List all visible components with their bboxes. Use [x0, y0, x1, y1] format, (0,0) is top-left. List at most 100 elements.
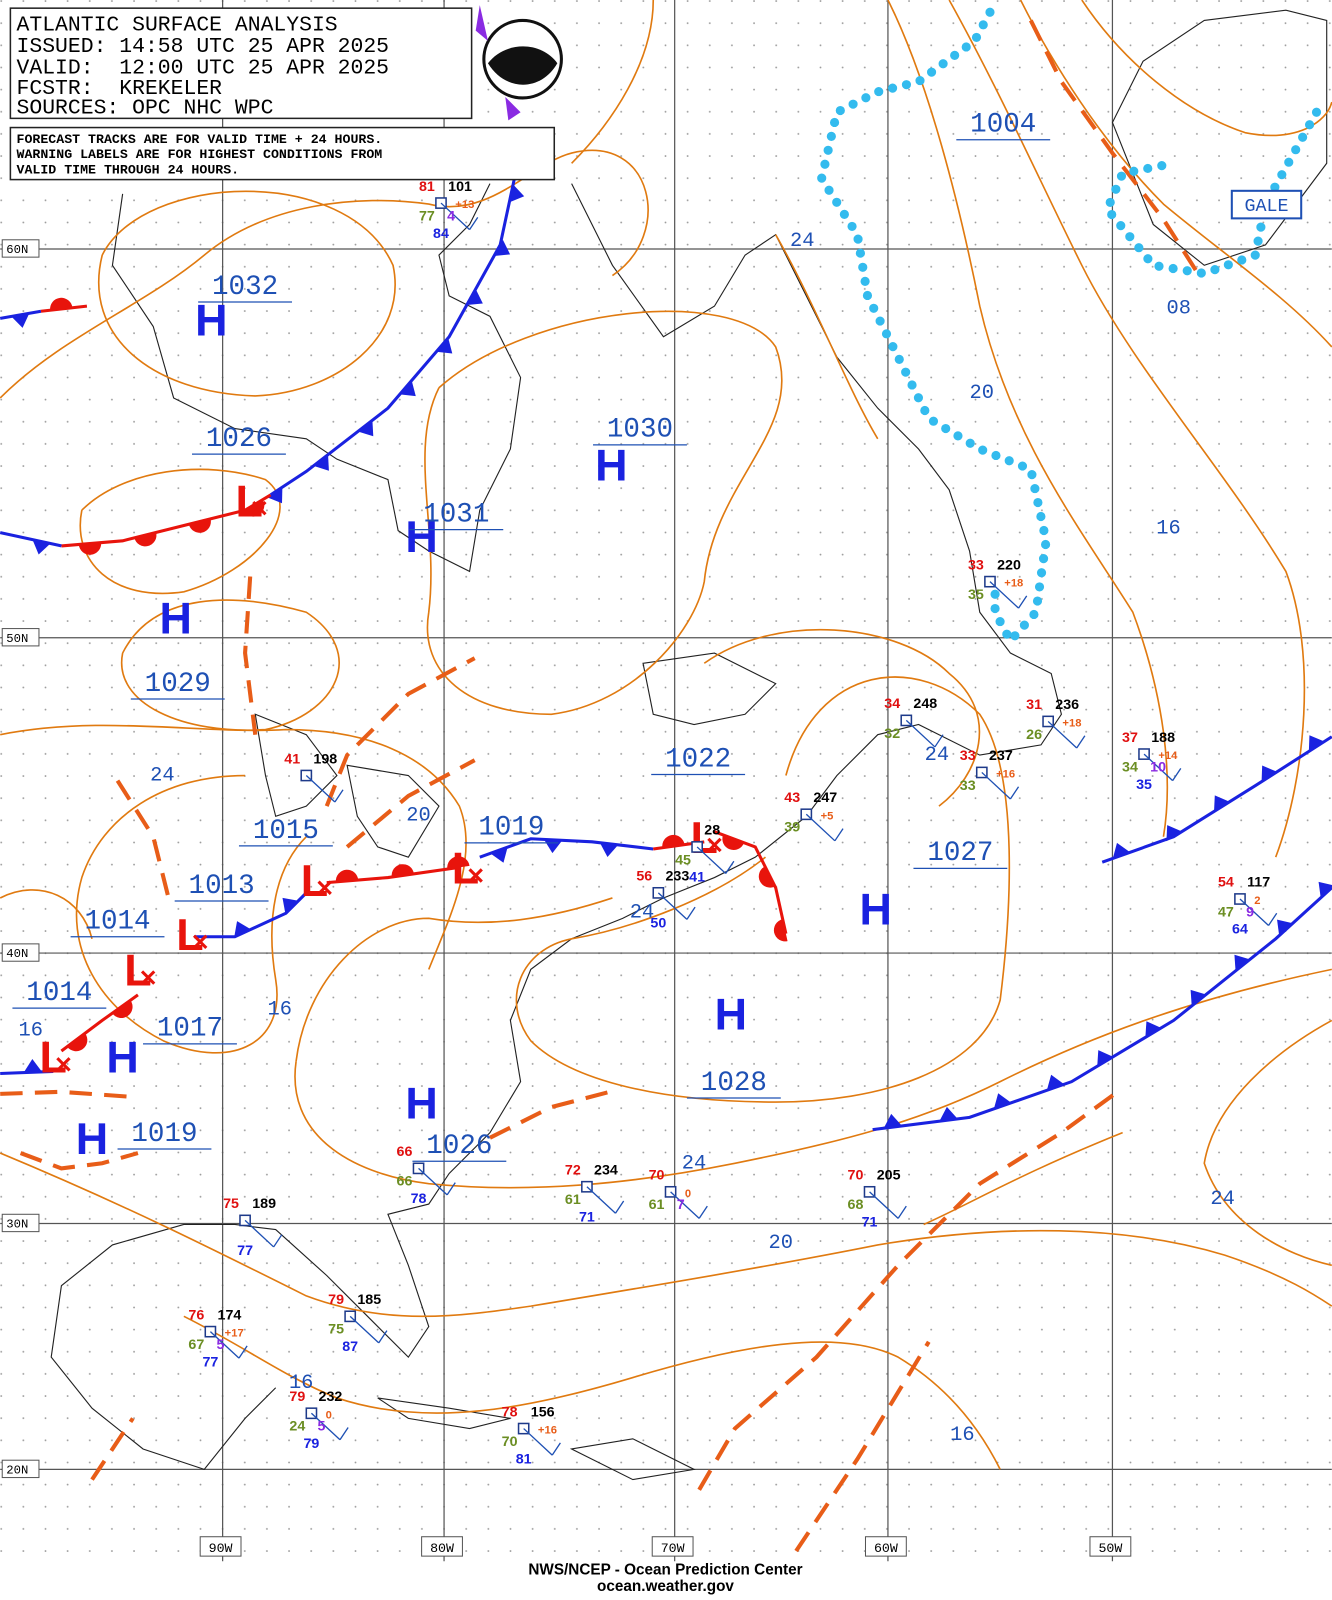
high-center: H [859, 883, 891, 934]
high-center: H [195, 295, 227, 346]
front-symbol [466, 288, 483, 306]
label-box [1, 1459, 40, 1479]
front-symbol [436, 337, 453, 354]
pressure-label: 1032 [212, 272, 278, 303]
front-line [326, 865, 460, 885]
wind-barb [989, 581, 1020, 609]
wind-barb [1239, 898, 1270, 926]
front-symbol [883, 1113, 902, 1129]
wind-barb [305, 775, 336, 803]
title: ATLANTIC SURFACE ANALYSIS [17, 14, 338, 38]
high-center: H [106, 1031, 138, 1082]
forecaster: FCSTR: KREKELER [17, 77, 223, 101]
footer-line: ocean.weather.gov [597, 1578, 734, 1595]
station-t: 72 [565, 1162, 581, 1178]
pressure-label: 1030 [607, 415, 673, 446]
front-line [0, 309, 42, 320]
longitude-label: 80W [430, 1541, 454, 1556]
station-t: 78 [502, 1404, 518, 1420]
low-mark [317, 880, 332, 895]
station-p: 234 [594, 1162, 618, 1178]
low-mark [468, 868, 483, 883]
wind-barb [334, 789, 344, 803]
station-s: 79 [303, 1436, 319, 1452]
station-s: 71 [862, 1215, 878, 1231]
wind-barb [349, 1315, 380, 1344]
isobar-label: 24 [630, 901, 654, 924]
station-t: 37 [1122, 730, 1138, 746]
note-line: VALID TIME THROUGH 24 HOURS. [17, 162, 240, 177]
wind-barb [273, 1234, 283, 1248]
sources: SOURCES: OPC NHC WPC [17, 96, 274, 120]
station-s: 41 [689, 870, 705, 886]
station-d: 45 [675, 852, 691, 868]
front-symbol [494, 239, 511, 256]
station-tend: +16 [996, 769, 1015, 781]
wind-barb [209, 1331, 240, 1359]
graticule [0, 0, 1332, 1562]
station-s: 78 [411, 1191, 427, 1207]
front-symbol [1214, 795, 1230, 812]
wind-barb [657, 892, 688, 920]
station-d: 24 [289, 1419, 305, 1435]
low-mark [252, 500, 267, 516]
front-symbol [1308, 735, 1325, 752]
label-box [1, 1213, 40, 1233]
wind-barb [869, 1191, 899, 1219]
front-symbol [23, 1058, 43, 1073]
label-box [1, 239, 40, 258]
front-symbol [662, 834, 685, 848]
low-mark [140, 970, 156, 985]
front-symbol [1261, 765, 1278, 782]
high-center: H [76, 1113, 108, 1164]
station-t: 70 [848, 1168, 864, 1184]
station-t: 70 [649, 1168, 665, 1184]
station-d: 33 [960, 778, 976, 794]
wind-barb [934, 734, 944, 748]
front-symbol [1046, 1074, 1065, 1091]
station-d: 67 [188, 1337, 204, 1353]
station-p: 247 [813, 790, 837, 806]
front-symbol [313, 454, 329, 471]
wind-barb [1009, 786, 1020, 800]
low-center: L [176, 909, 203, 960]
station-d: 39 [784, 820, 800, 836]
station-tend: 0 [685, 1188, 691, 1200]
note-line: FORECAST TRACKS ARE FOR VALID TIME + 24 … [17, 132, 383, 147]
gale-text: GALE [1244, 196, 1288, 217]
troughs [0, 19, 1201, 1553]
station-d: 32 [884, 726, 900, 742]
wind-barb [805, 813, 836, 842]
station-p: 236 [1055, 697, 1079, 713]
front-symbol [939, 1106, 958, 1122]
isobar-label: 24 [150, 765, 174, 788]
wind-barb [469, 216, 479, 230]
wind-barb [1172, 767, 1182, 781]
label-box [199, 1536, 242, 1557]
label-box [421, 1536, 463, 1557]
station-s: 81 [516, 1451, 532, 1467]
longitude-label: 90W [209, 1541, 233, 1556]
high-center: H [595, 440, 627, 491]
station-t: 34 [884, 696, 900, 712]
station-d: 34 [1122, 759, 1138, 775]
low-center: L [40, 1031, 67, 1082]
station-tend: +16 [538, 1425, 557, 1437]
station-w: 10 [1150, 759, 1166, 775]
high-center: H [159, 593, 191, 644]
station-t: 33 [968, 557, 984, 573]
wind-barb [1143, 753, 1174, 782]
wind-barb [725, 860, 735, 874]
low-center: L [691, 812, 718, 863]
isobar-label: 24 [682, 1152, 706, 1175]
isobar-label: 24 [790, 230, 814, 253]
label-box [1, 628, 40, 647]
front-symbol [1097, 1050, 1113, 1067]
wind-barb [378, 1330, 388, 1344]
pressure-label: 1004 [970, 110, 1036, 141]
station-s: 64 [1232, 922, 1248, 938]
station-tend: +14 [1158, 750, 1178, 762]
isobar-label: 20 [769, 1232, 793, 1255]
front-symbol [282, 897, 299, 914]
pressure-label: 1027 [927, 838, 993, 869]
